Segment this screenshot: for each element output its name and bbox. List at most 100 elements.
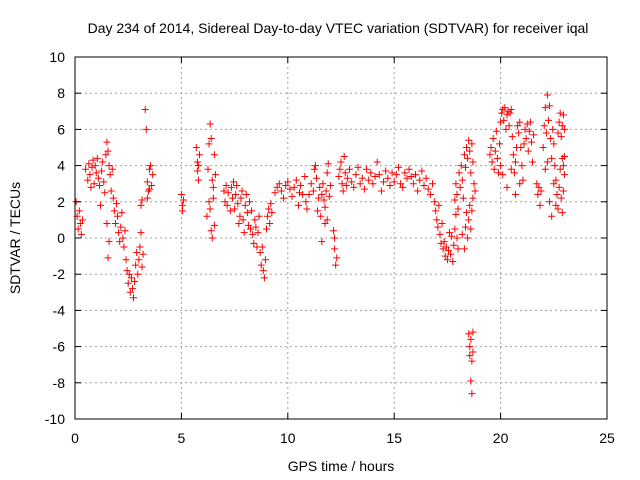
data-point (465, 136, 473, 144)
data-point (124, 279, 132, 287)
data-point (251, 216, 259, 224)
data-point (356, 180, 364, 188)
data-point (456, 183, 464, 191)
data-point (438, 220, 446, 228)
data-point (559, 187, 567, 195)
data-point (192, 144, 200, 151)
data-point (110, 207, 118, 215)
data-point (348, 178, 356, 186)
data-point (447, 250, 455, 258)
data-point (245, 198, 253, 206)
data-point (105, 238, 113, 246)
x-tick-label: 15 (386, 430, 402, 446)
data-point (261, 256, 269, 264)
data-point (464, 234, 472, 242)
data-point (331, 245, 339, 253)
data-point (399, 183, 407, 191)
data-point (319, 180, 327, 188)
data-point (407, 172, 415, 180)
data-point (409, 180, 417, 188)
data-point (143, 194, 151, 202)
grid-lines (75, 57, 607, 419)
data-point (243, 209, 251, 217)
data-point (104, 254, 112, 262)
data-point (101, 189, 109, 197)
data-point (238, 187, 246, 195)
data-point (100, 178, 108, 186)
data-point (205, 198, 213, 206)
data-point (292, 176, 300, 184)
data-point (239, 216, 247, 224)
data-point (145, 165, 153, 173)
data-point (178, 207, 186, 215)
data-point (536, 201, 544, 209)
data-point (457, 162, 465, 170)
data-point (144, 187, 152, 195)
data-point (265, 205, 273, 213)
data-point (145, 185, 153, 193)
data-point (365, 176, 373, 184)
data-point (102, 151, 110, 159)
data-point (231, 205, 239, 213)
data-point (540, 122, 548, 130)
data-point (458, 230, 466, 238)
data-point (148, 182, 156, 190)
data-point (342, 182, 350, 190)
data-point (220, 187, 228, 195)
data-point (227, 183, 235, 191)
data-point (548, 154, 556, 162)
y-axis-label: SDTVAR / TECUs (7, 182, 23, 294)
data-point (288, 192, 296, 200)
data-point (303, 205, 311, 213)
data-point (314, 207, 322, 215)
data-point (195, 151, 203, 159)
data-point (352, 171, 360, 179)
data-point (259, 267, 267, 275)
data-point (206, 205, 214, 213)
data-point (451, 225, 459, 233)
data-point (515, 129, 523, 137)
data-point (511, 191, 519, 199)
data-point (322, 187, 330, 195)
data-point (499, 171, 507, 179)
data-point (116, 238, 124, 246)
data-point (75, 207, 83, 215)
data-point (260, 274, 268, 282)
data-point (84, 176, 92, 184)
data-point (526, 118, 534, 126)
data-point (541, 104, 549, 112)
data-point (458, 176, 466, 184)
data-point (266, 220, 274, 228)
data-point (142, 125, 150, 133)
data-point (237, 194, 245, 202)
data-point (138, 196, 146, 204)
data-point (471, 187, 479, 195)
data-point (500, 116, 508, 124)
data-point (437, 239, 445, 247)
data-point (330, 227, 338, 235)
data-point (460, 151, 468, 159)
data-point (468, 390, 476, 398)
data-point (524, 147, 532, 155)
data-point (131, 277, 139, 285)
y-tick-label: 6 (57, 121, 65, 137)
data-point (139, 250, 147, 258)
data-point (443, 256, 451, 264)
data-point (519, 176, 527, 184)
data-point (321, 220, 329, 228)
data-point (375, 171, 383, 179)
data-point (461, 163, 469, 171)
data-point (557, 133, 565, 141)
data-point (273, 183, 281, 191)
data-point (454, 205, 462, 213)
data-point (530, 131, 538, 139)
data-point (130, 294, 138, 302)
x-axis-ticks: 0 5 10 15 20 25 (71, 57, 615, 446)
data-point (466, 352, 474, 360)
data-point (299, 191, 307, 199)
data-point (388, 169, 396, 177)
data-point (244, 221, 252, 229)
y-tick-label: -6 (53, 339, 66, 355)
data-point (122, 256, 130, 264)
data-point (296, 189, 304, 197)
